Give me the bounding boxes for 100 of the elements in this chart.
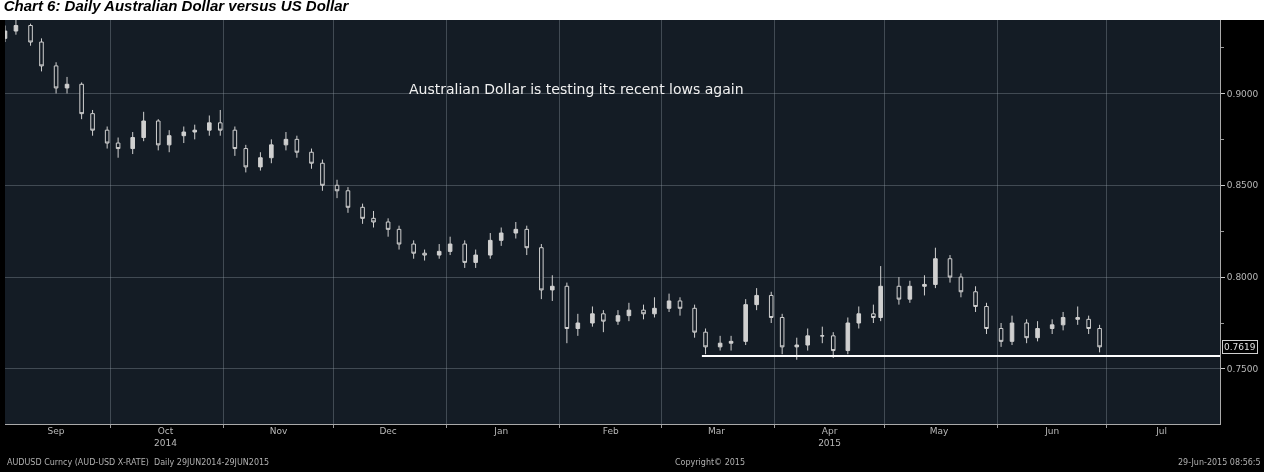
candlestick [207,114,212,137]
text: Copyright© 2015 [675,458,745,467]
candlestick [411,239,416,260]
y-tick-label: 0.9000 [1226,88,1259,99]
candlestick [130,131,135,155]
candlestick [487,232,493,260]
candlestick [1049,318,1055,335]
candlestick [141,111,146,142]
candlestick [539,243,544,300]
annotation: Australian Dollar is testing its recent lows again [409,81,744,97]
candlestick [269,138,274,164]
candlestick [717,335,723,352]
candlestick [794,337,800,361]
candlestick [64,76,70,94]
candlestick [334,179,340,199]
candlestick [805,328,810,352]
candlestick [728,335,734,352]
candlestick [104,126,110,150]
candlestick [232,126,238,157]
candlestick [217,109,223,137]
candlestick [79,81,84,120]
x-tick-label: Mar [708,426,726,436]
candlestick [243,144,249,173]
candlestick [473,249,478,269]
candlestick [550,274,555,302]
candlestick [820,326,825,344]
candlestick [973,285,978,313]
candlestick [498,227,504,247]
candlestick [677,296,683,317]
x-tick-label: Apr 2015 [818,426,842,448]
candlestick [896,276,902,306]
candlestick [933,247,938,289]
x-tick-label: Dec [379,426,397,436]
candlestick [947,254,953,284]
x-tick-label: Feb [602,426,619,436]
candlestick [743,298,748,346]
candlestick [396,225,402,251]
candlestick [1097,324,1102,353]
y-tick-label: 0.8000 [1226,272,1259,283]
candlestick [626,302,632,322]
candlestick [13,20,19,36]
text: 29-Jun-2015 08:56:5 [1178,458,1261,467]
candlestick [878,265,883,322]
candlestick [513,221,519,240]
candlestick [641,304,646,320]
text: AUDUSD Curncy (AUD-USD X-RATE) Daily 29JUN2014-29JUN2015 [7,458,270,467]
candlestick [39,37,44,72]
candlestick [754,287,759,311]
candlestick [422,249,427,262]
candlestick [590,305,595,328]
candlestick [345,186,351,214]
candlestick [436,243,442,260]
candlestick [524,225,530,256]
candlestick [53,61,59,94]
candlestick [385,217,391,238]
candlestick [1060,311,1066,331]
candlestick [830,331,836,359]
candlestick [564,282,570,344]
candlestick [575,313,581,337]
x-tick-label: May [929,426,950,436]
x-tick-label: Jul [1155,426,1168,436]
candlestick [360,203,365,225]
candlestick [768,291,774,324]
x-tick-label: Nov [269,426,289,436]
candlestick [922,274,927,296]
candlestick [1086,315,1091,335]
candlestick [692,304,697,339]
candlestick [181,126,187,144]
candlestick [1035,320,1040,342]
candlestick [615,309,621,326]
x-tick-label: Oct 2014 [154,426,178,448]
candlestick [652,296,657,318]
x-tick-label: Sep [47,426,65,436]
candlestick [984,302,989,335]
candlestick [166,129,172,153]
candlestick [90,109,95,137]
candlestick [703,328,708,355]
annotation: 0.7619 [1224,342,1256,352]
candlestick [192,124,198,140]
candlestick [294,135,300,159]
candlestick [320,159,325,192]
candlestick [998,322,1004,348]
candlestick [1024,318,1029,344]
candlestick [28,23,33,47]
candlestick [371,210,376,229]
candlestick [115,137,121,159]
y-tick-label: 0.8500 [1226,180,1259,191]
x-tick-label: Jan [493,426,509,436]
candlestick [309,148,314,170]
candlestick [845,316,851,355]
candlestick [666,293,672,313]
candlestick [258,151,263,172]
x-tick-label: Jun [1044,426,1060,436]
candlestick [1075,305,1080,326]
candlestick [907,280,913,304]
candlestick [779,313,785,355]
candlestick [958,272,964,298]
candlestick [856,305,862,330]
candlestick [601,309,606,333]
candlestick [871,304,876,324]
